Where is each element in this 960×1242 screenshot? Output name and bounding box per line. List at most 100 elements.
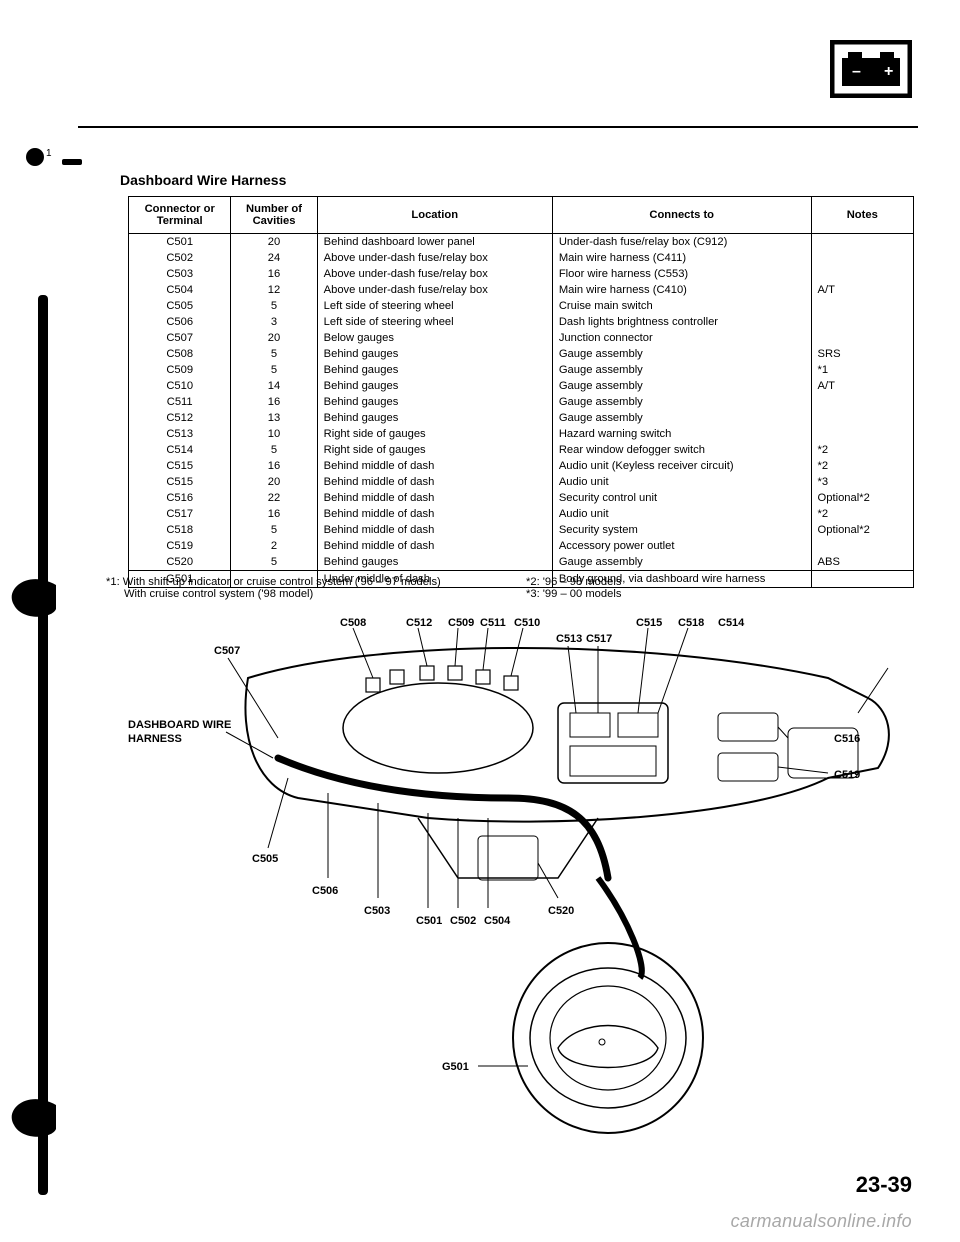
lbl-c519: C519	[834, 769, 860, 781]
wiring-diagram: C507 C508 C512 C509 C511 C510 C513 C517 …	[128, 618, 928, 1158]
table-cell: Right side of gauges	[317, 426, 552, 442]
lbl-c509: C509	[448, 618, 474, 629]
table-cell: C504	[129, 282, 231, 298]
table-cell: C513	[129, 426, 231, 442]
table-cell: Behind middle of dash	[317, 490, 552, 506]
lbl-c512: C512	[406, 618, 432, 629]
table-cell: C503	[129, 266, 231, 282]
table-cell: Behind gauges	[317, 362, 552, 378]
lbl-c504: C504	[484, 915, 511, 927]
lbl-c501: C501	[416, 915, 442, 927]
footnote-3: *3: '99 – 00 models	[526, 588, 621, 600]
table-cell: Gauge assembly	[552, 410, 811, 426]
table-cell	[811, 266, 913, 282]
lbl-c515: C515	[636, 618, 662, 629]
battery-icon: – +	[830, 40, 912, 98]
table-cell: Left side of steering wheel	[317, 314, 552, 330]
lbl-c518: C518	[678, 618, 704, 629]
table-row: C5145Right side of gaugesRear window def…	[129, 442, 913, 458]
footnotes: *1: With shift-up indicator or cruise co…	[106, 576, 914, 600]
table-cell: 16	[231, 266, 317, 282]
lbl-harness-2: HARNESS	[128, 733, 182, 745]
th-notes: Notes	[811, 197, 913, 234]
table-cell: SRS	[811, 346, 913, 362]
lbl-c508: C508	[340, 618, 366, 629]
table-cell: 5	[231, 362, 317, 378]
table-cell	[811, 426, 913, 442]
table-cell: C518	[129, 522, 231, 538]
table-cell: C508	[129, 346, 231, 362]
table-cell: C516	[129, 490, 231, 506]
binding-spine	[0, 295, 60, 1195]
table-row: C51116Behind gaugesGauge assembly	[129, 394, 913, 410]
footnote-1b: With cruise control system ('98 model)	[106, 588, 526, 600]
table-cell: Gauge assembly	[552, 378, 811, 394]
table-cell: Accessory power outlet	[552, 538, 811, 554]
table-cell: Behind dashboard lower panel	[317, 234, 552, 251]
lbl-c513: C513	[556, 633, 582, 645]
table-row: C51516Behind middle of dashAudio unit (K…	[129, 458, 913, 474]
table-cell: 3	[231, 314, 317, 330]
table-row: C51014Behind gaugesGauge assemblyA/T	[129, 378, 913, 394]
table-cell: C506	[129, 314, 231, 330]
lbl-c511: C511	[480, 618, 506, 629]
table-row: C51520Behind middle of dashAudio unit*3	[129, 474, 913, 490]
page-number: 23-39	[856, 1172, 912, 1198]
lbl-c520: C520	[548, 905, 574, 917]
table-cell: 22	[231, 490, 317, 506]
th-connects: Connects to	[552, 197, 811, 234]
table-cell: *2	[811, 506, 913, 522]
page-frame: – + 1 Dashboard Wire Harness Connector o…	[0, 0, 960, 1242]
lbl-c503: C503	[364, 905, 390, 917]
table-cell: Behind middle of dash	[317, 474, 552, 490]
table-cell: Behind gauges	[317, 410, 552, 426]
table-cell: 2	[231, 538, 317, 554]
table-cell: *1	[811, 362, 913, 378]
lbl-c514: C514	[718, 618, 745, 629]
table-cell: 5	[231, 298, 317, 314]
table-cell: Floor wire harness (C553)	[552, 266, 811, 282]
table-cell: 14	[231, 378, 317, 394]
table-row: C51213Behind gaugesGauge assembly	[129, 410, 913, 426]
table-cell: Security system	[552, 522, 811, 538]
side-marker: 1	[26, 148, 82, 171]
table-cell: C511	[129, 394, 231, 410]
table-cell: Audio unit	[552, 506, 811, 522]
table-cell: Junction connector	[552, 330, 811, 346]
table-cell: Left side of steering wheel	[317, 298, 552, 314]
table-cell: Behind gauges	[317, 554, 552, 571]
table-cell: 20	[231, 330, 317, 346]
table-cell: *3	[811, 474, 913, 490]
table-cell: *2	[811, 442, 913, 458]
table-row: C5205Behind gaugesGauge assemblyABS	[129, 554, 913, 571]
table-cell: Dash lights brightness controller	[552, 314, 811, 330]
table-row: C5085Behind gaugesGauge assemblySRS	[129, 346, 913, 362]
table-cell: Audio unit	[552, 474, 811, 490]
table-cell: Above under-dash fuse/relay box	[317, 282, 552, 298]
table-cell: 20	[231, 474, 317, 490]
lbl-c507: C507	[214, 645, 240, 657]
table-cell	[811, 250, 913, 266]
watermark: carmanualsonline.info	[731, 1211, 912, 1232]
table-cell: Audio unit (Keyless receiver circuit)	[552, 458, 811, 474]
table-cell: C519	[129, 538, 231, 554]
th-cavities: Number of Cavities	[231, 197, 317, 234]
footnote-1: *1: With shift-up indicator or cruise co…	[106, 576, 526, 588]
lbl-c516: C516	[834, 733, 860, 745]
table-cell: A/T	[811, 378, 913, 394]
table-cell: Gauge assembly	[552, 394, 811, 410]
table-cell	[811, 330, 913, 346]
table-cell	[811, 538, 913, 554]
table-cell: Optional*2	[811, 490, 913, 506]
footnote-2: *2: '96 – 98 models	[526, 576, 621, 588]
th-location: Location	[317, 197, 552, 234]
table-cell: 5	[231, 442, 317, 458]
table-cell: Behind middle of dash	[317, 538, 552, 554]
table-cell: Security control unit	[552, 490, 811, 506]
table-cell: Main wire harness (C411)	[552, 250, 811, 266]
table-row: C5095Behind gaugesGauge assembly*1	[129, 362, 913, 378]
table-cell: Gauge assembly	[552, 554, 811, 571]
table-row: C50316Above under-dash fuse/relay boxFlo…	[129, 266, 913, 282]
table-cell: 5	[231, 522, 317, 538]
table-cell: Gauge assembly	[552, 362, 811, 378]
